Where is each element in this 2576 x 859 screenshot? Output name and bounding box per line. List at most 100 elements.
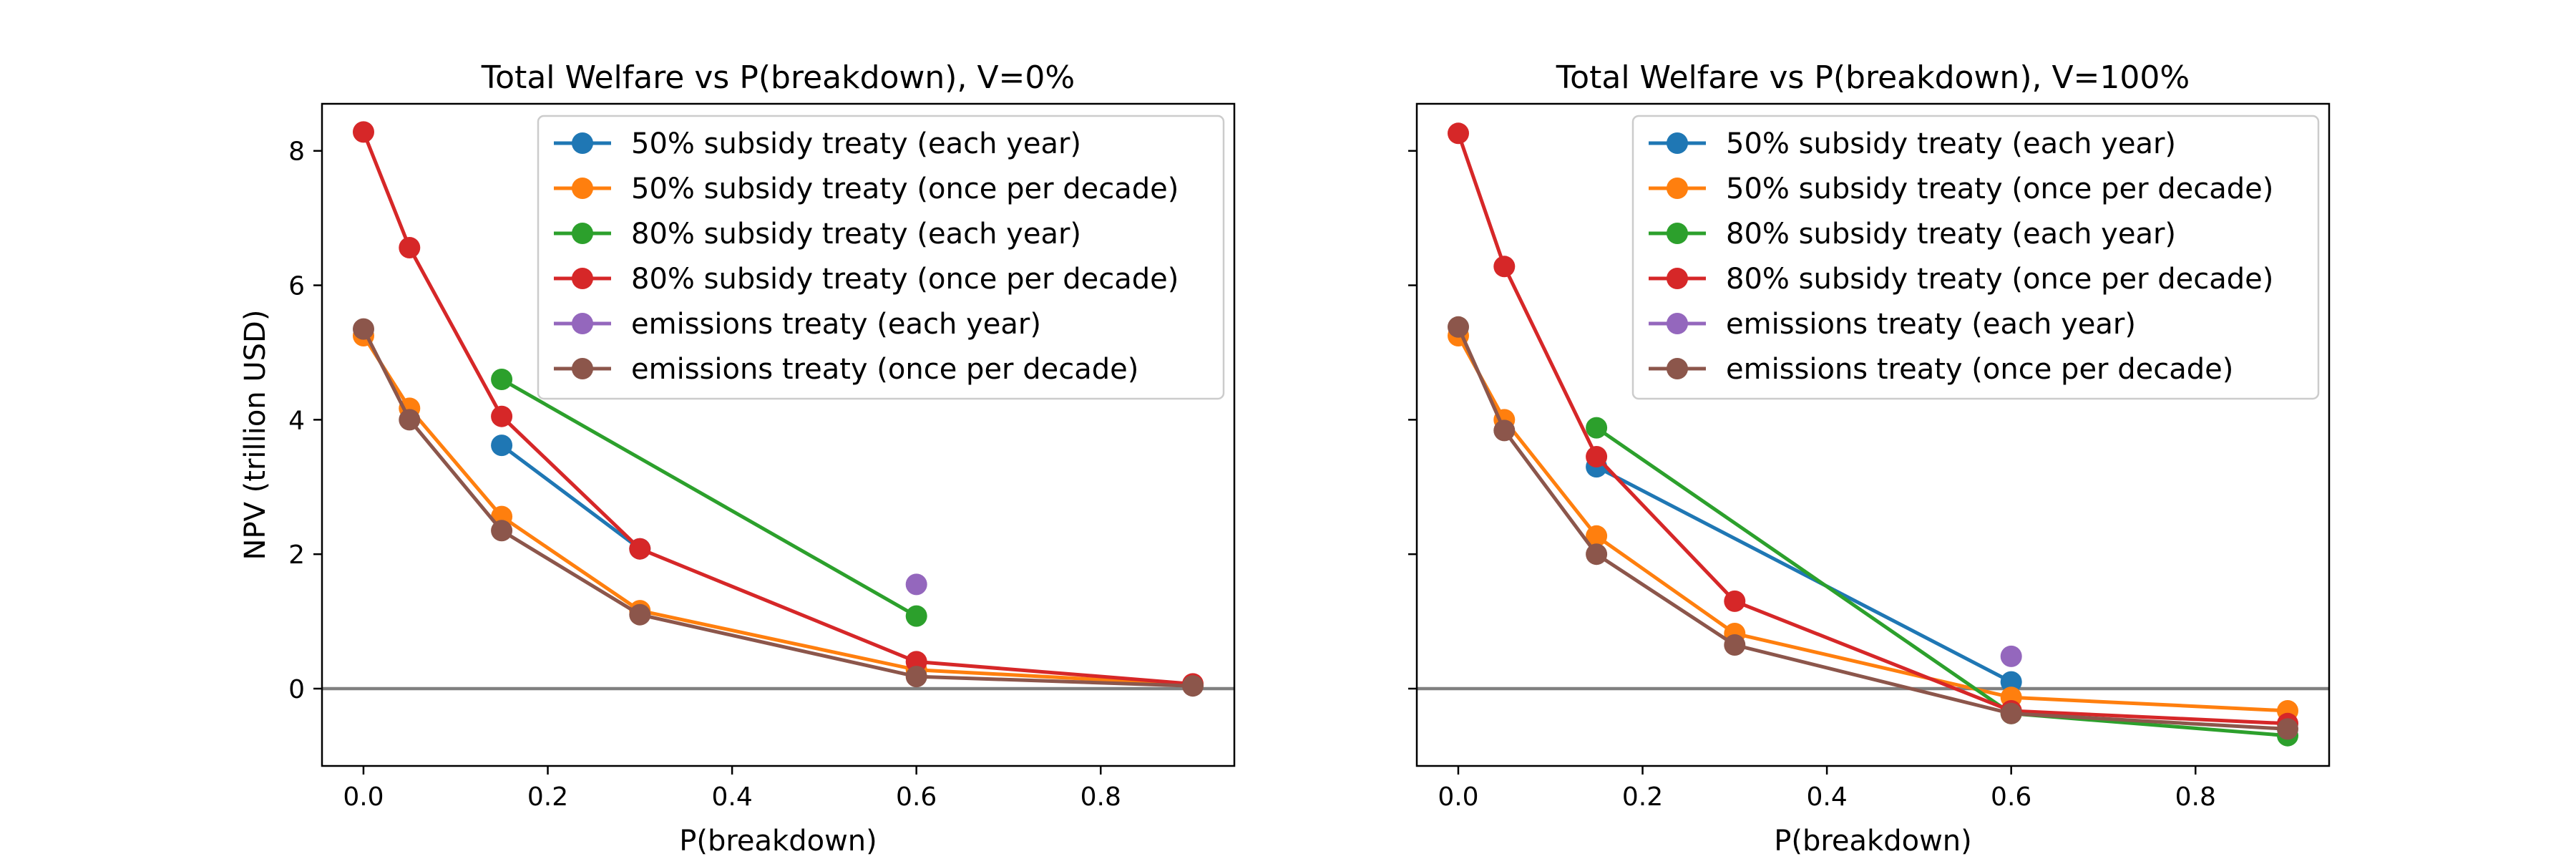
series-line bbox=[1456, 334, 2288, 713]
x-axis-label: P(breakdown) bbox=[679, 825, 877, 858]
data-point bbox=[905, 605, 927, 627]
y-tick-label: 2 bbox=[288, 540, 305, 570]
series-5 bbox=[2000, 645, 2022, 667]
legend-label: emissions treaty (once per decade) bbox=[631, 353, 1138, 386]
legend-box bbox=[1631, 115, 2320, 400]
legend: 50% subsidy treaty (each year) 50% subsid… bbox=[537, 115, 1225, 400]
series-line bbox=[1456, 132, 2288, 726]
legend-marker bbox=[572, 132, 593, 154]
legend-item: emissions treaty (once per decade) bbox=[1649, 353, 2233, 386]
chart-title: Total Welfare vs P(breakdown), V=100% bbox=[1556, 59, 2190, 96]
legend: 50% subsidy treaty (each year) 50% subsid… bbox=[1631, 115, 2320, 400]
legend-marker bbox=[1667, 223, 1688, 244]
legend-label: 80% subsidy treaty (each year) bbox=[1726, 218, 2176, 251]
data-point bbox=[491, 405, 513, 427]
x-tick-label: 0.6 bbox=[896, 782, 937, 812]
legend-label: emissions treaty (each year) bbox=[631, 308, 1041, 341]
series-1 bbox=[491, 435, 651, 560]
series-line bbox=[500, 377, 917, 618]
legend-label: 80% subsidy treaty (once per decade) bbox=[1726, 263, 2273, 296]
data-point bbox=[1586, 525, 1608, 547]
data-point bbox=[1586, 417, 1608, 439]
y-tick-label: 6 bbox=[288, 272, 305, 301]
x-tick-label: 0.2 bbox=[1622, 782, 1663, 812]
legend-label: emissions treaty (each year) bbox=[1726, 308, 2136, 341]
data-point bbox=[2000, 645, 2022, 667]
x-tick-label: 0.4 bbox=[1806, 782, 1847, 812]
x-tick-label: 0.8 bbox=[1080, 782, 1121, 812]
data-point bbox=[2000, 702, 2022, 724]
chart-title: Total Welfare vs P(breakdown), V=0% bbox=[481, 59, 1075, 96]
x-tick-label: 0.8 bbox=[2175, 782, 2216, 812]
legend-item: emissions treaty (each year) bbox=[1649, 308, 2136, 341]
legend-marker bbox=[572, 268, 593, 289]
data-point bbox=[353, 121, 374, 143]
data-point bbox=[399, 409, 421, 431]
x-tick-label: 0.4 bbox=[711, 782, 752, 812]
legend-marker bbox=[1667, 358, 1688, 379]
x-tick-label: 0.0 bbox=[1438, 782, 1478, 812]
legend-item: emissions treaty (each year) bbox=[554, 308, 1041, 341]
data-point bbox=[399, 237, 421, 258]
series-line bbox=[1595, 465, 2012, 684]
legend-box bbox=[537, 115, 1225, 400]
legend-marker bbox=[1667, 313, 1688, 334]
legend-label: 50% subsidy treaty (each year) bbox=[1726, 127, 2176, 160]
x-tick-label: 0.0 bbox=[343, 782, 384, 812]
series-line bbox=[361, 131, 1194, 686]
data-point bbox=[905, 666, 927, 688]
data-point bbox=[1586, 446, 1608, 467]
data-point bbox=[1586, 543, 1608, 566]
series-5 bbox=[905, 573, 927, 596]
legend-marker bbox=[572, 223, 593, 244]
legend-marker bbox=[1667, 268, 1688, 289]
data-point bbox=[905, 651, 927, 673]
data-point bbox=[1182, 675, 1204, 697]
legend-item: 80% subsidy treaty (each year) bbox=[554, 218, 1081, 251]
axes-frame bbox=[321, 102, 1236, 767]
x-tick-label: 0.2 bbox=[527, 782, 568, 812]
data-point bbox=[1448, 316, 1469, 338]
data-point bbox=[1493, 256, 1516, 278]
data-point bbox=[629, 603, 651, 626]
series-line bbox=[500, 444, 641, 550]
legend-item: 50% subsidy treaty (once per decade) bbox=[554, 173, 1179, 205]
legend-item: emissions treaty (once per decade) bbox=[554, 353, 1138, 386]
y-tick-label: 8 bbox=[288, 137, 305, 167]
legend-marker bbox=[1667, 178, 1688, 199]
axes-frame bbox=[1415, 102, 2331, 767]
legend-item: 80% subsidy treaty (once per decade) bbox=[554, 263, 1179, 296]
series-line bbox=[361, 328, 1194, 688]
legend-item: 50% subsidy treaty (each year) bbox=[1649, 127, 2176, 160]
data-point bbox=[1724, 634, 1746, 656]
legend-marker bbox=[572, 178, 593, 199]
data-point bbox=[2277, 718, 2298, 740]
legend-label: 50% subsidy treaty (each year) bbox=[631, 127, 1081, 160]
data-point bbox=[629, 538, 651, 560]
data-point bbox=[2000, 671, 2022, 693]
series-line bbox=[361, 334, 1194, 686]
legend-item: 50% subsidy treaty (each year) bbox=[554, 127, 1081, 160]
chart-panel-1: 0.0 0.2 0.4 0.6 0.8 0 2 4 6 8 Total Welfare vs P(b… bbox=[239, 59, 1236, 858]
data-point bbox=[353, 318, 374, 340]
data-point bbox=[1493, 419, 1516, 442]
data-point bbox=[1724, 590, 1746, 612]
legend-label: emissions treaty (once per decade) bbox=[1726, 353, 2233, 386]
x-tick-label: 0.6 bbox=[1991, 782, 2031, 812]
data-point bbox=[905, 573, 927, 596]
data-point bbox=[491, 369, 513, 390]
data-point bbox=[1448, 122, 1469, 145]
legend-item: 80% subsidy treaty (once per decade) bbox=[1649, 263, 2273, 296]
data-point bbox=[491, 520, 513, 542]
chart-panel-2: 0.0 0.2 0.4 0.6 0.8 Total Welfare vs P(breakd… bbox=[1408, 59, 2331, 858]
y-axis-label: NPV (trillion USD) bbox=[239, 310, 272, 560]
series-line bbox=[1456, 326, 2288, 731]
legend-marker bbox=[1667, 132, 1688, 154]
legend-label: 80% subsidy treaty (once per decade) bbox=[631, 263, 1179, 296]
series-6 bbox=[1448, 316, 2298, 740]
series-6 bbox=[353, 318, 1204, 697]
data-point bbox=[491, 435, 513, 457]
legend-item: 50% subsidy treaty (once per decade) bbox=[1649, 173, 2273, 205]
legend-label: 50% subsidy treaty (once per decade) bbox=[1726, 173, 2273, 205]
